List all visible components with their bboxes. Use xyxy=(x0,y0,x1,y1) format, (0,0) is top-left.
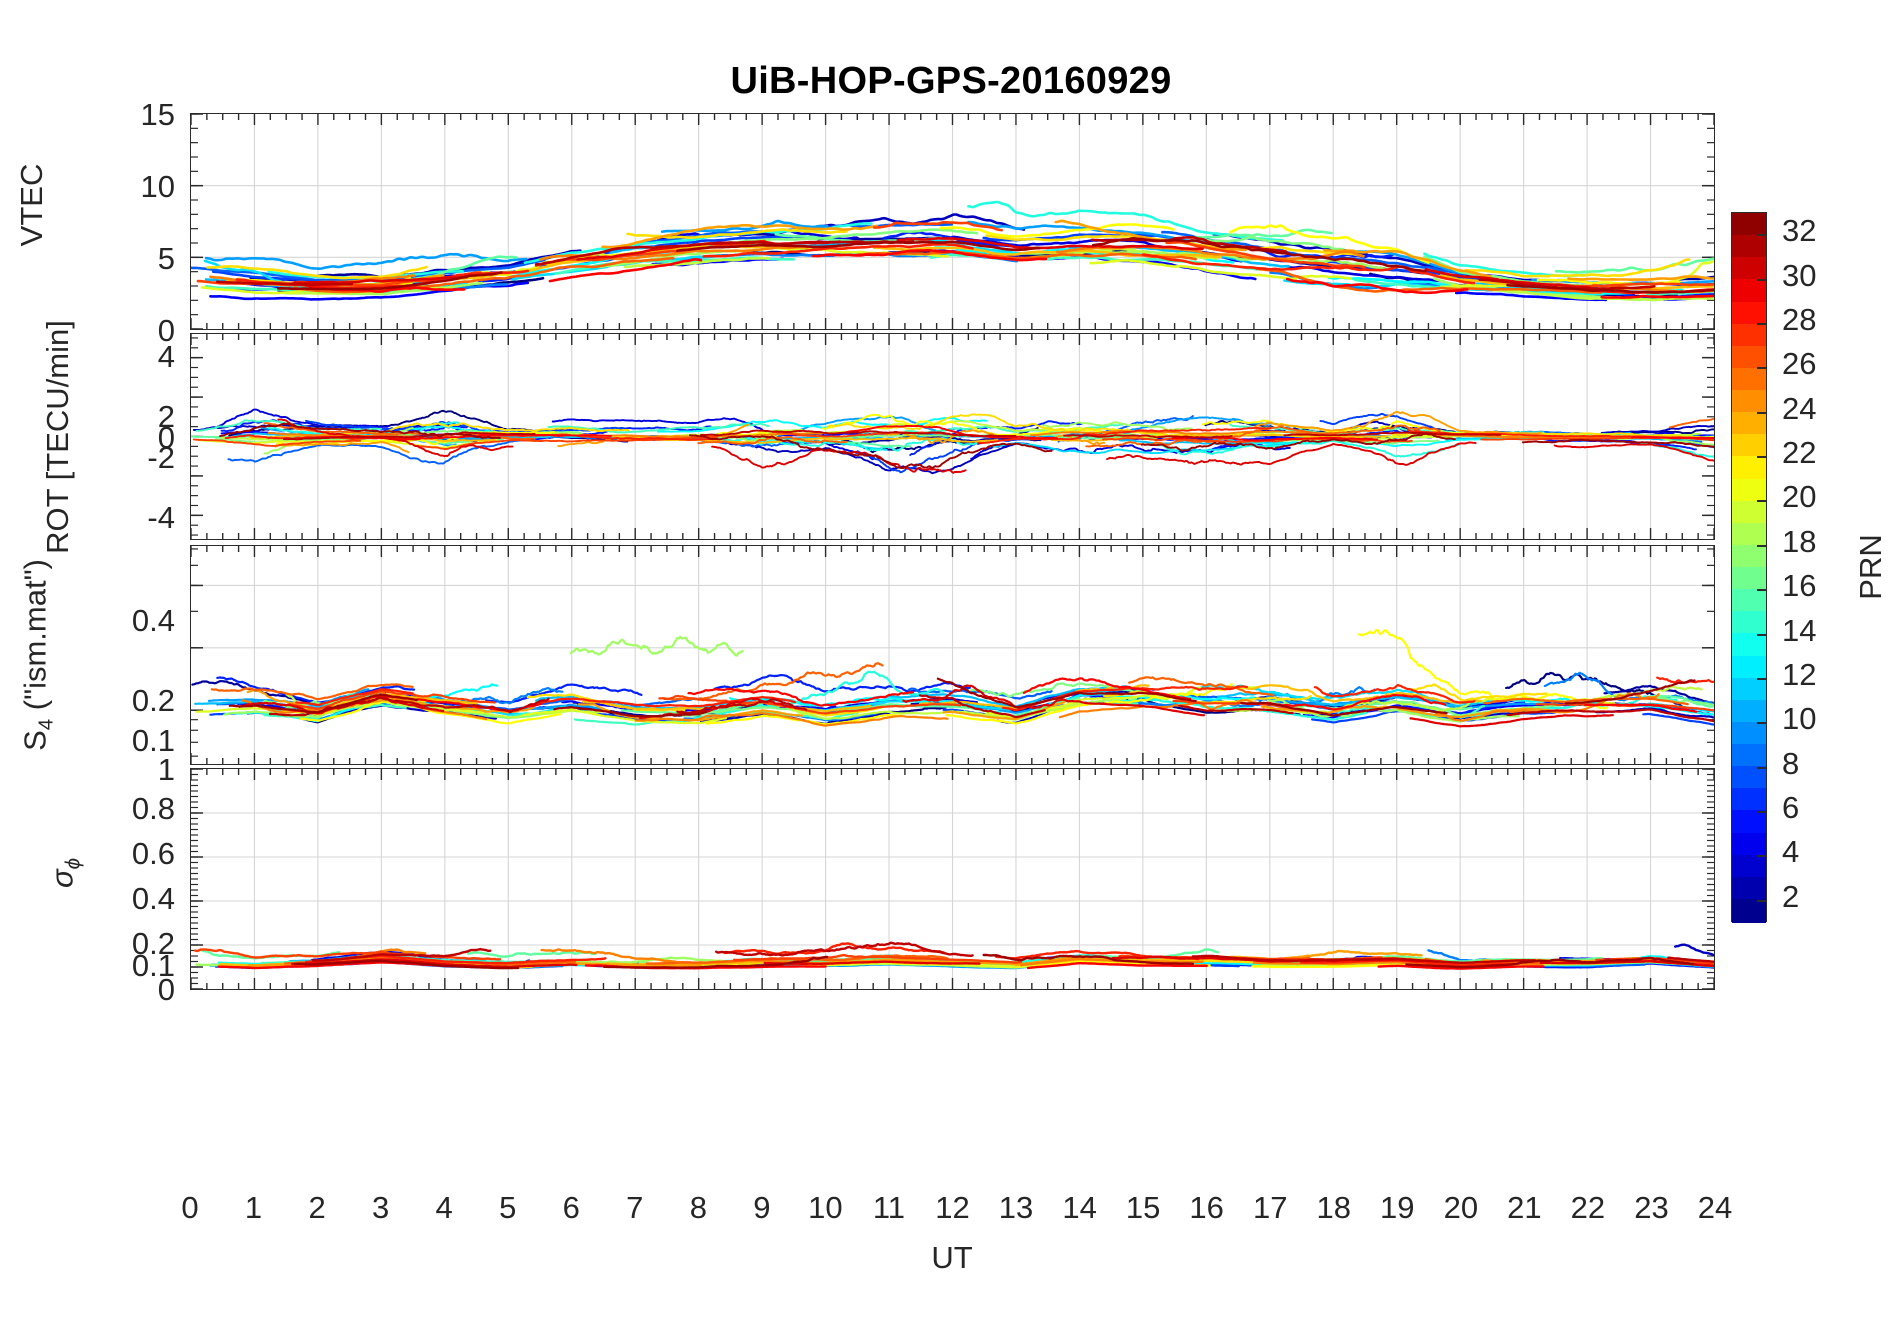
colorbar-prn[interactable] xyxy=(1731,212,1767,924)
xtick-12: 12 xyxy=(935,1190,970,1225)
colorbar-tickmark xyxy=(1757,411,1767,414)
ytick-sp-08: 0.8 xyxy=(131,791,175,826)
xtick-3: 3 xyxy=(372,1190,390,1225)
colorbar-tick-24: 24 xyxy=(1782,390,1817,426)
ytick-rot-4: 4 xyxy=(157,339,175,374)
xtick-2: 2 xyxy=(308,1190,326,1225)
xtick-5: 5 xyxy=(499,1190,517,1225)
colorbar-tick-2: 2 xyxy=(1782,878,1800,914)
ytick-vtec-0: 0 xyxy=(157,313,175,348)
ytick-s4-04: 0.4 xyxy=(131,603,175,638)
panel-rot xyxy=(190,333,1715,540)
ylabel-sigmaphi-sub: ϕ xyxy=(61,857,85,870)
colorbar-tick-14: 14 xyxy=(1782,612,1817,648)
xtick-9: 9 xyxy=(753,1190,771,1225)
colorbar-tickmark xyxy=(1757,855,1767,858)
colorbar-tick-6: 6 xyxy=(1782,790,1800,826)
xlabel-ut: UT xyxy=(931,1240,973,1275)
xtick-1: 1 xyxy=(244,1190,263,1225)
ytick-sp-0: 0 xyxy=(157,972,175,1007)
xtick-16: 16 xyxy=(1189,1190,1224,1225)
ytick-sp-06: 0.6 xyxy=(131,836,175,871)
colorbar-tick-4: 4 xyxy=(1782,834,1800,870)
ytick-vtec-10: 10 xyxy=(140,169,175,204)
colorbar-label: PRN xyxy=(1853,534,1888,600)
colorbar-tickmark xyxy=(1757,722,1767,725)
ytick-sp-04: 0.4 xyxy=(131,881,175,916)
panel-vtec xyxy=(190,113,1715,330)
ylabel-vtec: VTEC xyxy=(14,163,49,247)
xtick-4: 4 xyxy=(435,1190,453,1225)
colorbar-tickmark xyxy=(1757,544,1767,547)
ytick-vtec-15: 15 xyxy=(140,97,175,132)
colorbar-tick-32: 32 xyxy=(1782,213,1817,249)
colorbar-tick-28: 28 xyxy=(1782,301,1817,337)
colorbar-tickmark xyxy=(1757,234,1767,237)
xtick-22: 22 xyxy=(1570,1190,1606,1225)
colorbar-tickmark xyxy=(1757,456,1767,459)
ytick-sp-01: 0.1 xyxy=(131,948,175,983)
xtick-17: 17 xyxy=(1252,1190,1288,1225)
xtick-15: 15 xyxy=(1125,1190,1161,1225)
xtick-21: 21 xyxy=(1507,1190,1542,1225)
xtick-23: 23 xyxy=(1634,1190,1669,1225)
xtick-10: 10 xyxy=(808,1190,843,1225)
ytick-sp-02: 0.2 xyxy=(131,926,175,961)
xtick-0: 0 xyxy=(181,1190,199,1225)
colorbar-tickmark xyxy=(1757,500,1767,503)
colorbar-tickmark xyxy=(1757,811,1767,814)
ytick-vtec-5: 5 xyxy=(157,241,175,276)
colorbar-tick-22: 22 xyxy=(1782,435,1817,471)
colorbar-tick-10: 10 xyxy=(1782,701,1817,737)
colorbar-tickmark xyxy=(1757,677,1767,680)
xtick-14: 14 xyxy=(1062,1190,1097,1225)
ytick-rot-0: 0 xyxy=(157,420,175,455)
xtick-8: 8 xyxy=(689,1190,707,1225)
ytick-s4-01: 0.1 xyxy=(131,723,175,758)
colorbar-tickmark xyxy=(1757,766,1767,769)
colorbar-tick-8: 8 xyxy=(1782,745,1800,781)
colorbar-tickmark xyxy=(1757,589,1767,592)
ytick-rot-m2: -2 xyxy=(147,440,175,475)
colorbar-tickmark xyxy=(1757,278,1767,281)
xtick-20: 20 xyxy=(1443,1190,1479,1225)
ytick-s4-02: 0.2 xyxy=(131,683,175,718)
ylabel-s4-sub: 4 xyxy=(34,718,58,731)
colorbar-tick-20: 20 xyxy=(1782,479,1817,515)
ylabel-s4-tail: ("ism.mat") xyxy=(17,559,53,719)
colorbar-tick-12: 12 xyxy=(1782,656,1817,692)
colorbar-tick-16: 16 xyxy=(1782,568,1817,604)
xtick-7: 7 xyxy=(626,1190,644,1225)
colorbar-tickmark xyxy=(1757,633,1767,636)
colorbar-tickmark xyxy=(1757,322,1767,325)
colorbar-tick-26: 26 xyxy=(1782,346,1817,382)
ytick-rot-m4: -4 xyxy=(147,500,175,535)
colorbar-tick-30: 30 xyxy=(1782,257,1817,293)
xtick-19: 19 xyxy=(1380,1190,1415,1225)
panel-sigmaphi xyxy=(190,768,1715,990)
colorbar-tickmark xyxy=(1757,899,1767,902)
colorbar-tick-18: 18 xyxy=(1782,523,1817,559)
xtick-13: 13 xyxy=(998,1190,1034,1225)
colorbar-tickmark xyxy=(1757,367,1767,370)
ylabel-s4-main: S xyxy=(17,730,53,751)
ytick-rot-2: 2 xyxy=(157,399,175,434)
xtick-24: 24 xyxy=(1697,1190,1733,1225)
xtick-6: 6 xyxy=(562,1190,580,1225)
ytick-sp-1: 1 xyxy=(157,752,175,787)
xtick-18: 18 xyxy=(1316,1190,1351,1225)
ylabel-sigmaphi-main: σ xyxy=(44,869,80,889)
figure-title: UiB-HOP-GPS-20160929 xyxy=(730,60,1172,102)
panel-s4 xyxy=(190,545,1715,765)
xtick-11: 11 xyxy=(872,1190,906,1225)
ylabel-sigmaphi: σϕ xyxy=(45,773,86,973)
